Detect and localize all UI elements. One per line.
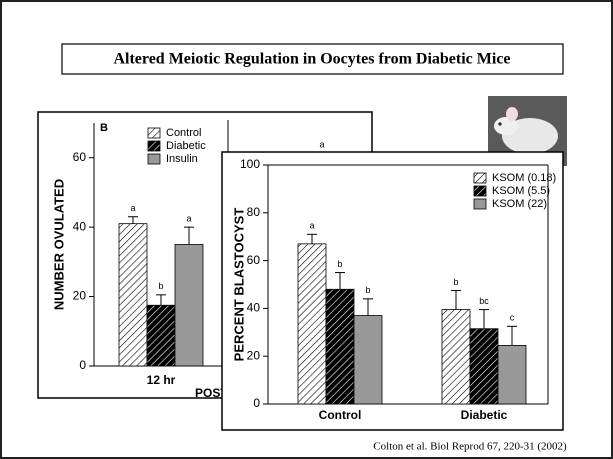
slide-title: Altered Meiotic Regulation in Oocytes fr… <box>113 51 510 68</box>
y-tick-label: 100 <box>240 157 260 171</box>
legend-label: Control <box>166 127 201 139</box>
x-tick-label: Control <box>319 408 362 422</box>
y-tick-label: 20 <box>247 348 261 362</box>
legend-label: KSOM (5.5) <box>492 185 550 197</box>
significance-letter: a <box>186 214 191 224</box>
significance-letter: b <box>158 281 163 291</box>
y-tick-label: 40 <box>73 219 87 233</box>
legend-swatch <box>148 154 160 164</box>
legend-label: KSOM (22) <box>492 198 547 210</box>
legend-label: Insulin <box>166 153 198 165</box>
y-axis-label: PERCENT BLASTOCYST <box>231 208 246 362</box>
y-tick-label: 60 <box>247 253 261 267</box>
bar <box>119 224 147 366</box>
bar <box>298 244 326 404</box>
x-tick-label: Diabetic <box>461 408 508 422</box>
bar <box>470 329 498 404</box>
bar <box>147 305 175 366</box>
significance-letter: b <box>365 285 370 295</box>
significance-letter: a <box>130 203 135 213</box>
legend-label: Diabetic <box>166 140 206 152</box>
bar <box>175 245 203 367</box>
significance-letter: bc <box>479 296 489 306</box>
legend-swatch <box>148 128 160 138</box>
y-tick-label: 60 <box>73 150 87 164</box>
citation: Colton et al. Biol Reprod 67, 220-31 (20… <box>373 441 567 453</box>
y-tick-label: 20 <box>73 289 87 303</box>
y-axis-label: NUMBER OVULATED <box>51 179 66 310</box>
chart: 0 20 40 60 80 100 PERCENT BLASTOCYST Control Dia… <box>222 152 563 430</box>
bar <box>354 316 382 404</box>
legend-swatch <box>474 186 486 196</box>
significance-letter: b <box>453 277 458 287</box>
bar <box>326 289 354 404</box>
y-tick-label: 0 <box>79 358 86 372</box>
legend-swatch <box>474 173 486 183</box>
legend-label: KSOM (0.18) <box>492 172 556 184</box>
significance-letter: a <box>309 221 314 231</box>
legend-swatch <box>474 199 486 209</box>
significance-letter: c <box>510 313 515 323</box>
legend-swatch <box>148 141 160 151</box>
panel-label: B <box>100 122 108 134</box>
y-tick-label: 80 <box>247 205 261 219</box>
y-tick-label: 0 <box>253 396 260 410</box>
y-tick-label: 40 <box>247 301 261 315</box>
x-tick-label: 12 hr <box>147 373 176 387</box>
bar <box>442 310 470 404</box>
significance-letter: b <box>337 259 342 269</box>
annotation: a <box>319 139 324 149</box>
bar <box>498 345 526 404</box>
slide: Altered Meiotic Regulation in Oocytes fr… <box>0 0 613 459</box>
